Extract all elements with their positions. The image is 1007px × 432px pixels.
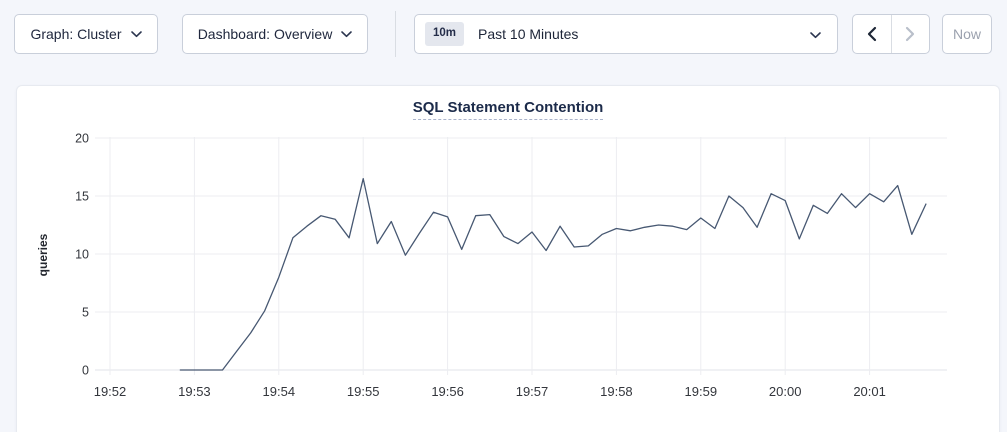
toolbar-divider [395,11,396,57]
graph-dropdown-label: Graph: Cluster [30,26,122,42]
x-tick-label: 19:52 [94,384,127,399]
dashboard-dropdown-label: Dashboard: Overview [197,26,333,42]
x-tick-label: 19:59 [685,384,718,399]
x-tick-label: 19:58 [600,384,633,399]
chevron-down-icon [810,32,821,39]
series-line [179,177,927,371]
y-tick-label: 15 [75,190,89,204]
time-range-dropdown[interactable]: 10m Past 10 Minutes [414,14,838,54]
chart-card: SQL Statement Contention 0 5 10 15 20 19:52 19… [16,85,1000,432]
chevron-left-icon [868,26,877,42]
dashboard-dropdown[interactable]: Dashboard: Overview [182,14,368,54]
graph-dropdown[interactable]: Graph: Cluster [14,14,158,54]
chart-title-row: SQL Statement Contention [17,99,999,120]
x-tick-label: 19:55 [347,384,380,399]
chart-title[interactable]: SQL Statement Contention [412,99,604,120]
toolbar: Graph: Cluster Dashboard: Overview 10m P… [0,0,1007,68]
y-tick-label: 20 [75,132,89,146]
x-tick-label: 19:57 [516,384,549,399]
chevron-down-icon [130,30,142,37]
x-tick-label: 19:56 [431,384,464,399]
y-tick-label: 5 [82,306,89,320]
y-tick-label: 10 [75,248,89,262]
time-range-badge: 10m [425,22,465,46]
next-time-button[interactable] [890,15,929,53]
now-button[interactable]: Now [942,14,992,54]
y-axis-label: queries [36,233,50,276]
prev-time-button[interactable] [853,15,891,53]
time-step-buttons [852,14,930,54]
x-tick-label: 19:53 [178,384,211,399]
line-chart[interactable]: 0 5 10 15 20 19:52 19:53 19:54 19:55 19:56 19:57 19… [17,126,999,418]
x-tick-label: 20:01 [853,384,886,399]
time-range-label: Past 10 Minutes [478,26,579,42]
y-tick-label: 0 [82,364,89,378]
x-tick-label: 19:54 [263,384,296,399]
chevron-down-icon [341,30,353,37]
x-tick-label: 20:00 [769,384,802,399]
chevron-right-icon [905,26,915,42]
